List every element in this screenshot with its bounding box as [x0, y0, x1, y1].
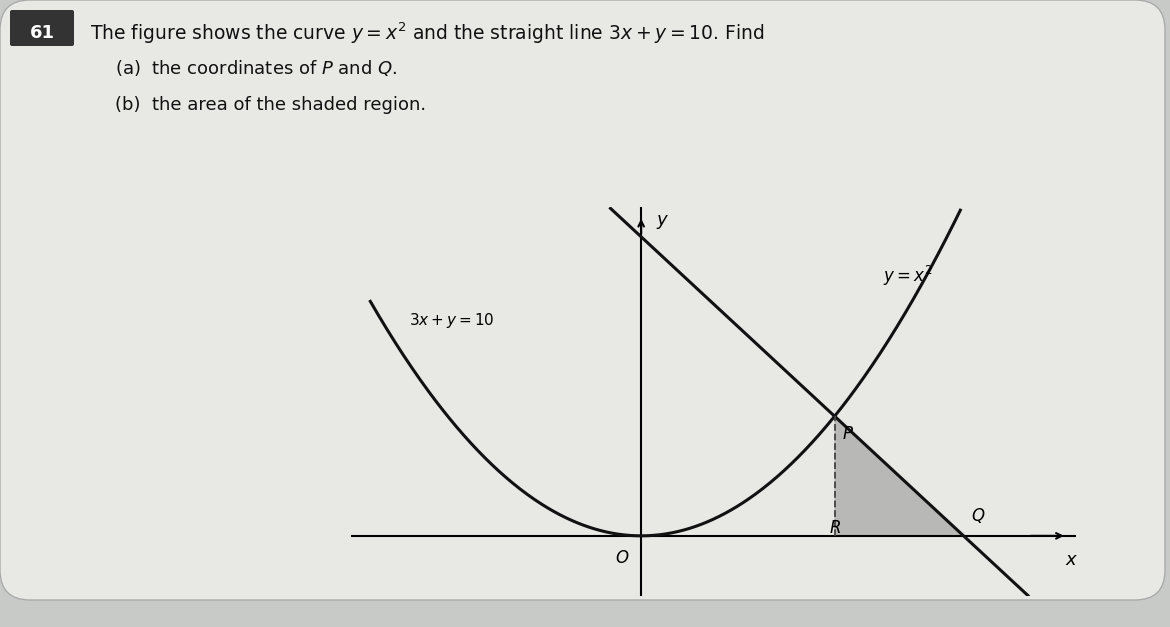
Text: (b)  the area of the shaded region.: (b) the area of the shaded region.: [115, 96, 426, 114]
Text: (a)  the coordinates of $P$ and $Q$.: (a) the coordinates of $P$ and $Q$.: [115, 58, 398, 78]
Text: The figure shows the curve $y = x^2$ and the straight line $3x + y = 10$. Find: The figure shows the curve $y = x^2$ and…: [90, 20, 764, 46]
Text: $x$: $x$: [1065, 551, 1079, 569]
Text: $y = x^2$: $y = x^2$: [883, 263, 932, 288]
Text: $Q$: $Q$: [971, 507, 985, 525]
Text: $3x + y = 10$: $3x + y = 10$: [410, 311, 495, 330]
Text: $y$: $y$: [655, 213, 669, 231]
Text: $O$: $O$: [615, 549, 629, 567]
FancyBboxPatch shape: [11, 10, 74, 46]
FancyBboxPatch shape: [0, 0, 1165, 600]
Text: $P$: $P$: [842, 425, 854, 443]
Text: 61: 61: [29, 24, 55, 42]
Text: $R$: $R$: [828, 519, 840, 537]
